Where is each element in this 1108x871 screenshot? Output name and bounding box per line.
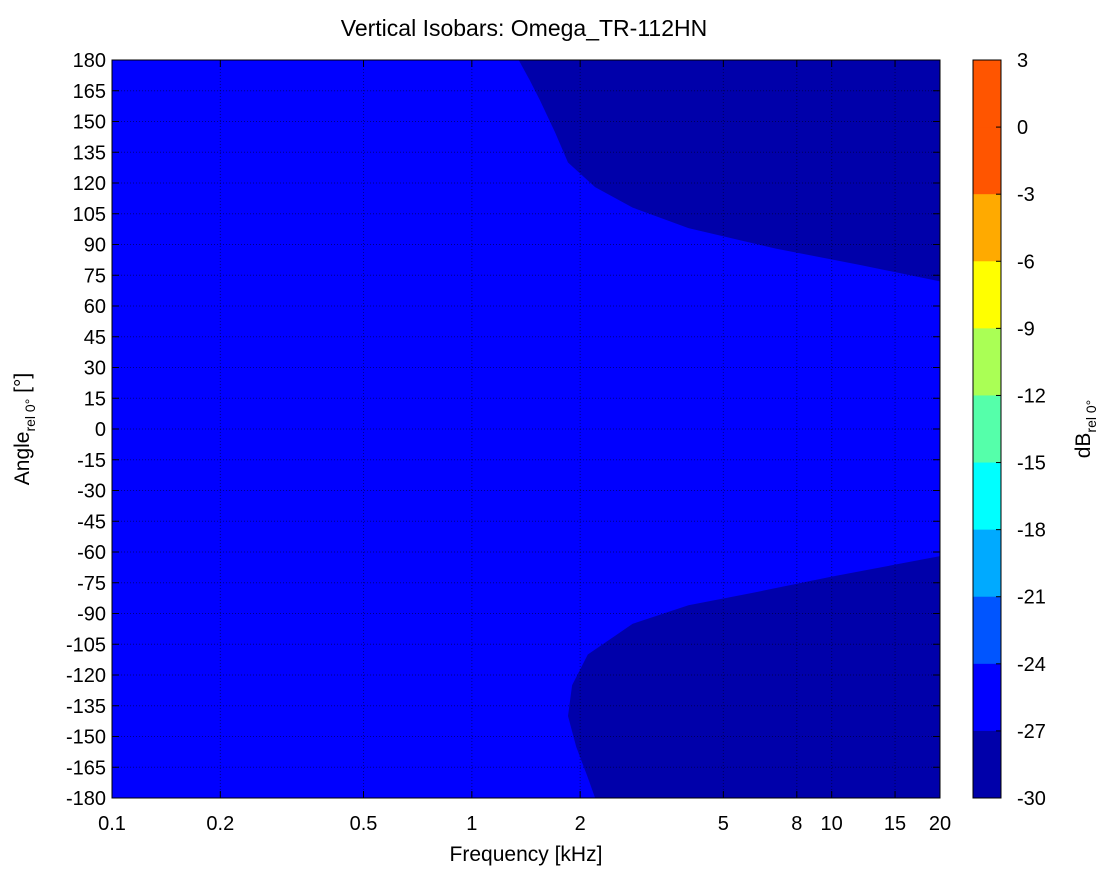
colorbar-tick-label: -3 — [1017, 184, 1035, 206]
x-tick-label: 0.5 — [350, 813, 378, 835]
x-tick-label: 2 — [575, 813, 586, 835]
y-tick-label: 90 — [84, 235, 106, 257]
y-tick-label: -15 — [77, 450, 106, 472]
x-tick-label: 15 — [884, 813, 906, 835]
x-tick-label: 0.2 — [206, 813, 234, 835]
y-tick-label: -30 — [77, 481, 106, 503]
y-tick-label: 15 — [84, 388, 106, 410]
colorbar-segment — [973, 60, 1001, 128]
colorbar-axis: 3 0 -3 -6 -9 -12 -15 -18 -21 -24 -27 -30 — [996, 50, 1046, 810]
y-tick-label: -165 — [66, 757, 106, 779]
y-tick-label: 165 — [73, 81, 106, 103]
y-tick-label: 0 — [95, 419, 106, 441]
colorbar-segment — [973, 127, 1001, 195]
colorbar-tick-label: 3 — [1017, 50, 1028, 72]
colorbar-frame — [972, 59, 1002, 799]
colorbar-tick-label: -15 — [1017, 453, 1046, 475]
x-tick-label: 20 — [929, 813, 951, 835]
y-tick-label: 60 — [84, 296, 106, 318]
plot-area — [112, 60, 940, 798]
y-axis: 1801651501351201059075604530150-15-30-45… — [66, 50, 940, 810]
y-tick-label: -150 — [66, 727, 106, 749]
chart-title: Vertical Isobars: Omega_TR-112HN — [341, 15, 707, 41]
colorbar-segment — [973, 261, 1001, 329]
y-tick-label: -60 — [77, 542, 106, 564]
y-tick-label: 105 — [73, 204, 106, 226]
colorbar-segment — [973, 462, 1001, 531]
y-tick-label: -180 — [66, 788, 106, 810]
colorbar-label-text: dBrel 0° — [1072, 400, 1099, 459]
x-tick-label: 1 — [466, 813, 477, 835]
x-axis: 0.1 0.2 0.5 1 2 5 8 10 15 20 — [98, 60, 951, 835]
colorbar-tick-label: -12 — [1017, 385, 1046, 407]
colorbar-label: dBrel 0° — [1072, 400, 1099, 459]
y-tick-label: -135 — [66, 696, 106, 718]
colorbar-tick-label: 0 — [1017, 117, 1028, 139]
y-tick-label: 45 — [84, 327, 106, 349]
grid-layer — [112, 60, 940, 798]
y-tick-label: -75 — [77, 573, 106, 595]
colorbar-segment — [973, 596, 1001, 665]
colorbar — [972, 59, 1002, 799]
x-tick-label: 8 — [791, 813, 802, 835]
colorbar-tick-label: -24 — [1017, 654, 1046, 676]
colorbar-tick-label: -21 — [1017, 587, 1046, 609]
x-tick-label: 0.1 — [98, 813, 126, 835]
y-tick-label: 180 — [73, 50, 106, 72]
colorbar-segment — [973, 730, 1001, 799]
y-axis-label-text: Anglerel 0° [°] — [11, 373, 38, 485]
y-tick-label: -105 — [66, 634, 106, 656]
colorbar-tick-label: -18 — [1017, 520, 1046, 542]
colorbar-segment — [973, 395, 1001, 464]
x-tick-label: 5 — [718, 813, 729, 835]
contour-region — [112, 60, 940, 798]
y-tick-label: 30 — [84, 358, 106, 380]
x-axis-label: Frequency [kHz] — [450, 843, 603, 866]
x-tick-label: 10 — [821, 813, 843, 835]
y-tick-label: 120 — [73, 173, 106, 195]
y-tick-label: 150 — [73, 112, 106, 134]
y-tick-label: -120 — [66, 665, 106, 687]
y-axis-label: Anglerel 0° [°] — [11, 373, 38, 485]
colorbar-tick-label: -27 — [1017, 721, 1046, 743]
colorbar-segment — [973, 194, 1001, 262]
colorbar-tick-label: -9 — [1017, 318, 1035, 340]
colorbar-tick-label: -6 — [1017, 251, 1035, 273]
y-tick-label: 135 — [73, 142, 106, 164]
y-tick-label: -45 — [77, 511, 106, 533]
colorbar-segment — [973, 328, 1001, 396]
colorbar-segment — [973, 529, 1001, 598]
y-tick-label: -90 — [77, 604, 106, 626]
y-tick-label: 75 — [84, 265, 106, 287]
colorbar-tick-label: -30 — [1017, 788, 1046, 810]
colorbar-segment — [973, 663, 1001, 732]
